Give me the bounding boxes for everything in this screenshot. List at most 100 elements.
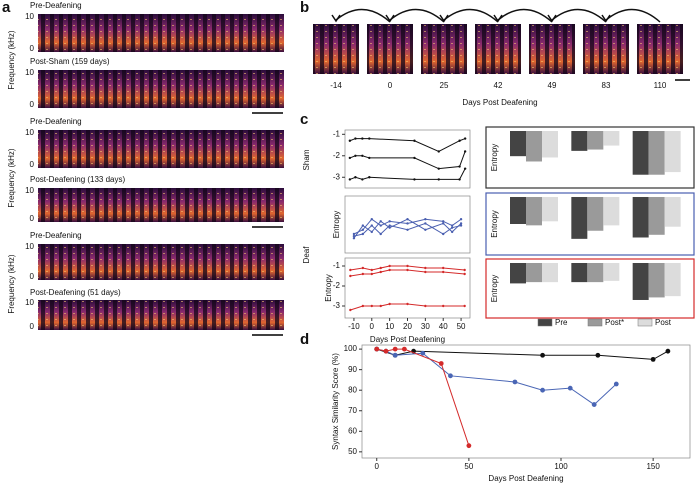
arrow-head — [547, 14, 557, 23]
point — [450, 226, 454, 229]
bar — [648, 131, 665, 175]
bar — [542, 263, 558, 283]
point — [370, 304, 373, 308]
x-tick-label: 10 — [385, 322, 394, 331]
point — [463, 268, 466, 272]
point — [368, 156, 371, 160]
point — [442, 232, 445, 236]
point — [437, 167, 440, 170]
day-label: 49 — [548, 81, 557, 90]
point — [459, 222, 463, 225]
point — [349, 268, 352, 272]
y-tick-label: 0 — [30, 272, 35, 281]
point — [392, 352, 398, 358]
point — [437, 150, 440, 153]
y-tick-label: -2 — [333, 281, 341, 290]
spectrogram-texture — [583, 24, 629, 74]
point — [379, 270, 382, 274]
arrow — [389, 8, 445, 23]
point — [349, 274, 352, 278]
point — [368, 176, 371, 179]
y-axis-title: Frequency (kHz) — [7, 30, 16, 89]
series-line — [349, 138, 466, 153]
y-tick-label: 10 — [25, 186, 34, 195]
point — [442, 304, 445, 308]
bar — [526, 197, 542, 226]
point — [379, 220, 382, 223]
point — [352, 234, 356, 238]
point — [370, 224, 373, 227]
point — [361, 304, 365, 308]
y-tick-label: 10 — [25, 12, 34, 21]
y-tick-label: -3 — [333, 301, 341, 310]
legend-swatch — [587, 318, 603, 327]
legend-label: Pre — [555, 318, 568, 327]
bar — [664, 263, 681, 297]
day-label: -14 — [330, 81, 342, 90]
y-tick-label: -1 — [333, 129, 341, 138]
point — [370, 230, 373, 234]
point — [413, 178, 416, 181]
x-tick-label: 30 — [421, 322, 430, 331]
point — [463, 304, 466, 308]
bar — [542, 197, 558, 222]
day-label: 25 — [440, 81, 449, 90]
arrow-head — [601, 14, 611, 23]
point — [348, 156, 352, 160]
y-axis-title: Frequency (kHz) — [7, 148, 16, 207]
point — [370, 218, 373, 221]
point — [368, 137, 371, 140]
point — [438, 361, 444, 366]
row-label: Deaf — [302, 246, 311, 264]
point — [354, 176, 357, 179]
y-tick-label: 0 — [30, 44, 35, 53]
point — [361, 178, 364, 181]
arrow-head — [493, 14, 503, 23]
bar — [632, 197, 649, 238]
legend-swatch — [637, 318, 653, 327]
point — [424, 270, 427, 274]
bar — [587, 131, 604, 150]
point — [354, 137, 357, 140]
x-tick-label: 40 — [439, 322, 448, 331]
point — [458, 139, 461, 142]
day-label: 83 — [602, 81, 611, 90]
bar — [542, 131, 558, 158]
point — [388, 226, 391, 229]
y-axis-title: Entropy — [490, 210, 499, 238]
spectrogram-texture — [38, 14, 284, 52]
bar — [603, 263, 620, 281]
point — [388, 224, 391, 227]
point — [406, 302, 409, 306]
bar — [571, 131, 588, 151]
series-line — [353, 222, 462, 237]
point — [613, 381, 619, 387]
x-tick-label: 150 — [646, 462, 660, 471]
point — [361, 266, 365, 270]
point — [354, 154, 357, 157]
row-title: Post-Sham (159 days) — [30, 57, 110, 66]
point — [450, 224, 454, 227]
spectrogram-texture — [367, 24, 413, 74]
arrow — [443, 8, 499, 23]
plot-frame — [344, 195, 471, 254]
point — [448, 373, 453, 379]
series-line — [353, 218, 462, 235]
y-tick-label: -2 — [333, 151, 341, 160]
y-axis-title: Entropy — [490, 275, 499, 303]
point — [361, 232, 365, 236]
row-title: Post-Deafening (51 days) — [30, 288, 121, 297]
bar — [664, 131, 681, 173]
bar — [587, 197, 604, 231]
point — [413, 156, 416, 160]
point — [540, 387, 545, 393]
arrow — [497, 8, 553, 23]
point — [361, 154, 364, 157]
y-tick-label: -1 — [333, 261, 341, 270]
point — [463, 150, 467, 153]
point — [424, 228, 427, 231]
point — [370, 272, 373, 276]
x-tick-label: 50 — [464, 462, 473, 471]
arrow-head — [331, 14, 341, 23]
x-tick-label: 100 — [554, 462, 568, 471]
